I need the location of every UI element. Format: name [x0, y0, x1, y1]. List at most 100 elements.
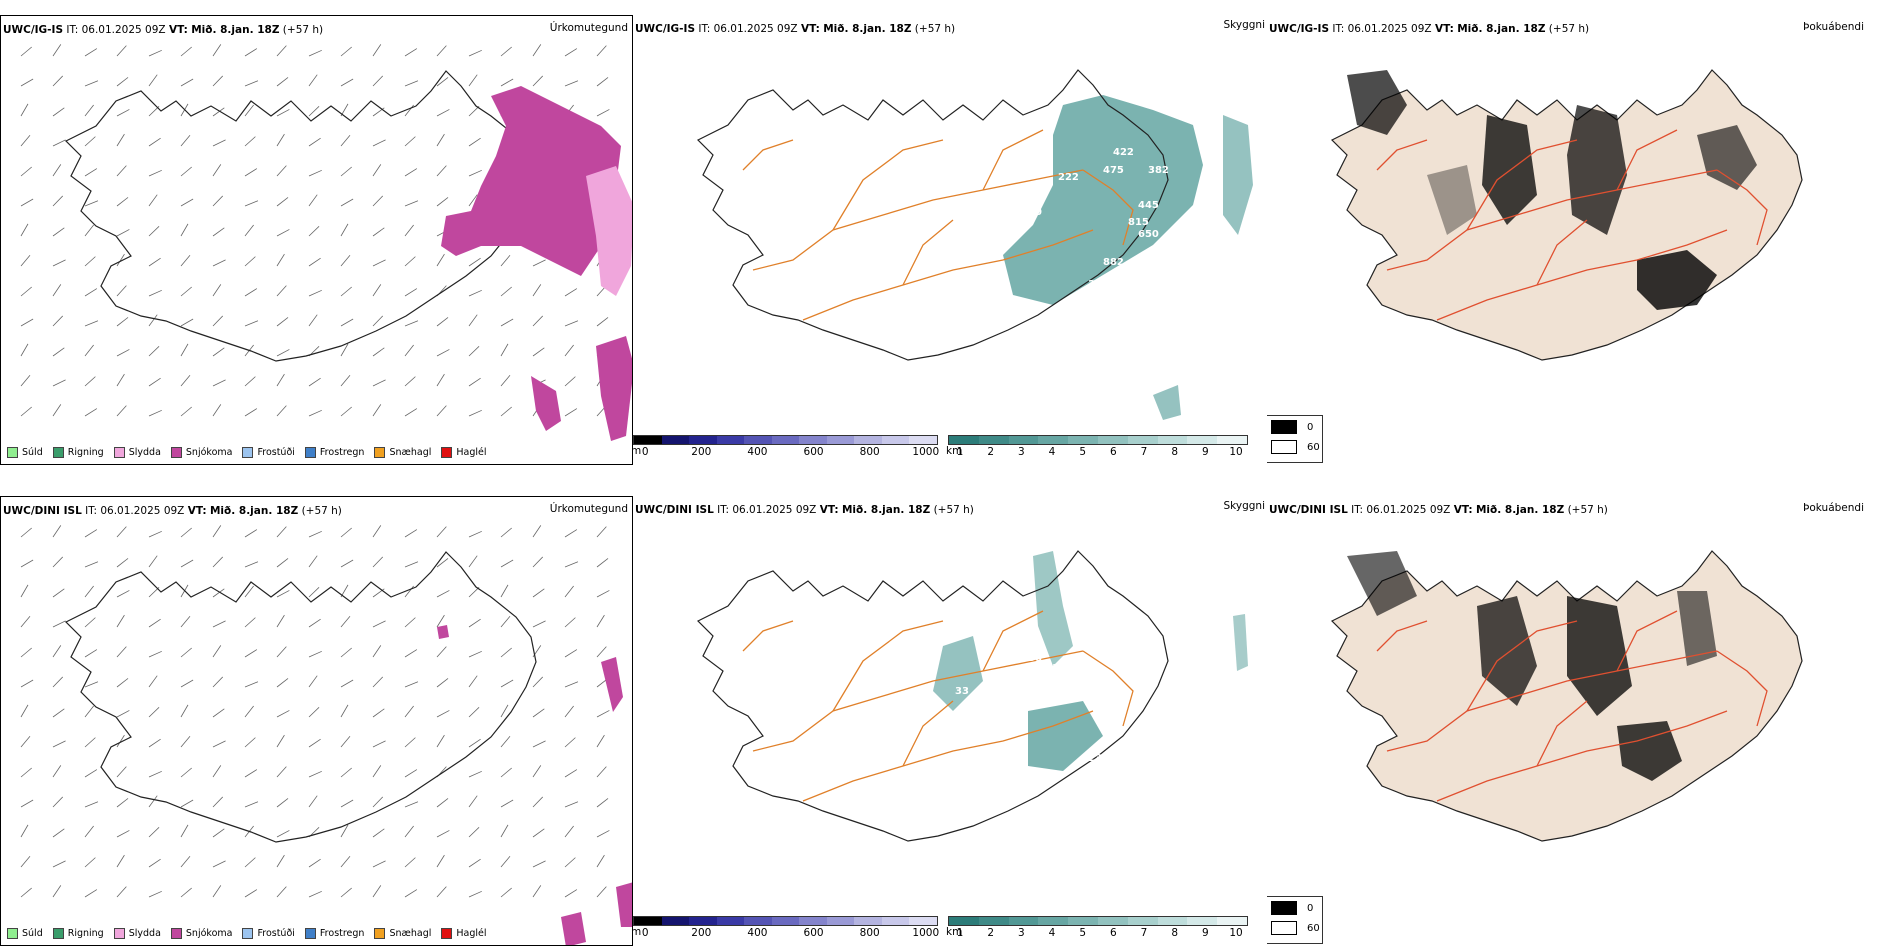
- height-unit: m: [633, 926, 642, 938]
- wind-barb: [596, 886, 607, 898]
- colorbar-block: [949, 917, 979, 925]
- wind-barb: [244, 200, 259, 207]
- wind-barb: [180, 559, 194, 568]
- wind-barb: [244, 801, 259, 808]
- visibility-label: 578: [1053, 312, 1074, 323]
- fog-area: [1033, 551, 1073, 666]
- precip-legend: Súld Rigning Slydda Snjókoma Frostúði Fr…: [7, 928, 487, 939]
- wind-barb: [404, 617, 416, 628]
- legend-item: Snæhagl: [374, 447, 431, 458]
- wind-barb: [84, 585, 94, 598]
- wind-barb: [148, 530, 162, 538]
- wind-barb: [212, 676, 224, 688]
- colorbar-block: [1068, 436, 1098, 444]
- wind-barb: [180, 135, 191, 147]
- wind-barb: [276, 854, 285, 868]
- visibility-colorbar-ticks: 1 2 3 4 5 6 7 8 9 10: [948, 445, 1248, 459]
- wind-barb: [180, 318, 194, 327]
- wind-barb: [244, 857, 256, 868]
- legend-swatch: [7, 447, 18, 458]
- height-colorbar-blocks: [633, 435, 938, 445]
- wind-barb: [468, 289, 482, 297]
- wind-barb: [116, 590, 130, 598]
- wind-barb: [532, 75, 544, 87]
- wind-barb: [404, 585, 414, 598]
- wind-barb: [116, 886, 127, 898]
- legend-item: Haglél: [441, 928, 487, 939]
- wind-barb: [148, 795, 158, 808]
- fog-area: [1223, 115, 1253, 235]
- wind-barb: [148, 706, 160, 718]
- wind-barb: [564, 561, 579, 568]
- wind-barb: [308, 105, 320, 117]
- wind-barb: [532, 259, 546, 267]
- colorbar-block: [1038, 917, 1069, 925]
- visibility-panel-igis: UWC/IG-IS IT: 06.01.2025 09Z VT: Mið. 8.…: [633, 15, 1267, 465]
- colorbar-tick: 5: [1079, 927, 1086, 939]
- wind-barb: [276, 77, 289, 87]
- precip-map: [20, 525, 632, 945]
- wind-barb: [276, 830, 290, 838]
- wind-barb: [276, 317, 289, 327]
- wind-barb: [596, 526, 607, 538]
- wind-barb: [148, 74, 158, 87]
- wind-barb: [564, 705, 574, 718]
- colorbar-tick: 0: [641, 446, 649, 458]
- wind-barb: [212, 379, 226, 387]
- snow-area: [441, 86, 632, 441]
- wind-barb: [52, 525, 62, 538]
- wind-barb: [20, 375, 31, 387]
- wind-barb: [84, 705, 94, 718]
- wind-barb: [340, 375, 351, 387]
- wind-barb: [212, 860, 226, 868]
- road-network: [742, 129, 1134, 321]
- wind-barb: [148, 858, 161, 868]
- road: [1386, 650, 1718, 752]
- wind-barb: [148, 890, 162, 898]
- legend-item: Frostregn: [304, 928, 364, 939]
- wind-barb: [276, 45, 287, 57]
- legend-item: Frostúði: [242, 928, 295, 939]
- wind-barb: [436, 77, 449, 87]
- wind-barb: [404, 737, 416, 748]
- wind-barb: [372, 525, 382, 538]
- legend-swatch: [52, 447, 64, 458]
- wind-barb: [372, 44, 382, 57]
- colorbar-block: [634, 917, 662, 925]
- wind-barb: [468, 890, 482, 898]
- wind-barb: [436, 317, 449, 327]
- wind-barb: [436, 886, 447, 898]
- wind-barb: [308, 770, 322, 778]
- wind-barb: [372, 227, 385, 237]
- wind-barb: [404, 288, 418, 297]
- colorbar-block: [689, 436, 717, 444]
- road: [1466, 139, 1578, 231]
- wind-barb: [52, 139, 66, 147]
- wind-barb: [52, 676, 64, 688]
- colorbar-tick: 7: [1140, 927, 1148, 939]
- colorbar-tick: 7: [1140, 446, 1148, 458]
- visibility-colorbar-ticks: 1 2 3 4 5 6 7 8 9 10: [948, 926, 1248, 940]
- wind-barb: [308, 586, 320, 598]
- wind-barb: [372, 885, 382, 898]
- wind-barb: [116, 405, 127, 417]
- wind-barb: [436, 614, 445, 628]
- wind-barb: [212, 620, 226, 628]
- wind-barb: [372, 645, 382, 658]
- legend-swatch: [374, 928, 386, 939]
- wind-barb: [404, 769, 418, 778]
- wind-barb: [20, 856, 31, 868]
- wind-barb: [372, 620, 386, 628]
- colorbar-block: [854, 917, 882, 925]
- wind-barb: [148, 257, 161, 267]
- wind-barb: [468, 409, 482, 417]
- colorbar-tick: 600: [803, 446, 824, 458]
- legend-item: Rigning: [52, 928, 104, 939]
- wind-barb: [500, 856, 511, 868]
- wind-barb: [340, 198, 354, 207]
- panel-title: Úrkomutegund: [549, 503, 628, 515]
- wind-barb: [532, 44, 542, 57]
- wind-barb: [436, 710, 450, 718]
- wind-barb: [116, 734, 125, 748]
- visibility-unit: km: [946, 926, 963, 938]
